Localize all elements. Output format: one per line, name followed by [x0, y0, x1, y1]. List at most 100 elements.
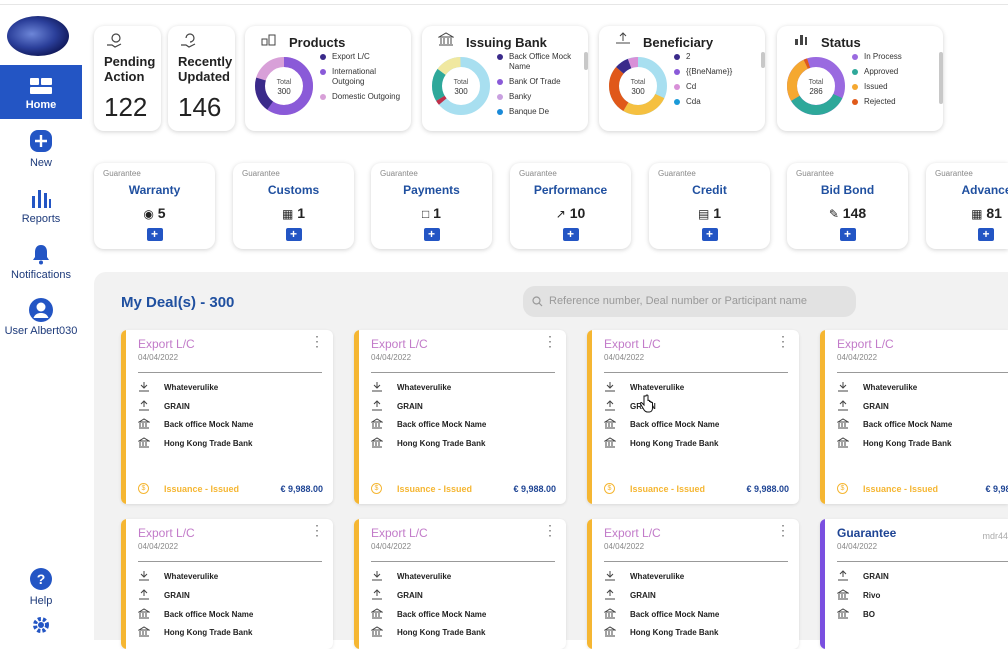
dashboard-icon: [30, 78, 52, 94]
pending-action-card[interactable]: Pending Action 122: [94, 26, 161, 131]
building-icon: ▦: [281, 207, 294, 221]
guarantee-count: □ 1: [422, 205, 441, 221]
sidebar-item-reports[interactable]: Reports: [0, 187, 82, 233]
download-icon: [838, 382, 848, 392]
sidebar-item-label: Reports: [21, 213, 61, 225]
deal-card[interactable]: Guarantee 04/04/2022 mdr44 GRAIN Rivo BO: [820, 519, 1008, 649]
legend-item[interactable]: Banky: [497, 92, 579, 102]
deal-goods: GRAIN: [397, 402, 423, 411]
legend-scrollbar[interactable]: [939, 52, 943, 104]
chart-title: Status: [821, 35, 861, 50]
deal-goods: GRAIN: [164, 402, 190, 411]
deal-card[interactable]: Export L/C 04/04/2022 ⋮ Whateverulike GR…: [354, 519, 566, 649]
sidebar-item-new[interactable]: New: [0, 129, 82, 175]
add-guarantee-button[interactable]: +: [423, 228, 440, 241]
sidebar-item-home[interactable]: Home: [0, 65, 82, 119]
status-coin-icon: $: [604, 483, 615, 494]
issuing-bank-chart-card[interactable]: Issuing Bank Total 300 Back Office Mock …: [422, 26, 588, 131]
legend-scrollbar[interactable]: [761, 52, 765, 68]
guarantee-card-advance[interactable]: Guarantee Advance ▦ 81 +: [926, 163, 1008, 249]
more-options-icon[interactable]: ⋮: [776, 522, 790, 538]
deal-card[interactable]: Export L/C 04/04/2022 ⋮ Whateverulike GR…: [121, 519, 333, 649]
upload-icon: [605, 400, 615, 411]
legend-item[interactable]: Domestic Outgoing: [320, 92, 406, 102]
legend-item[interactable]: Approved: [852, 67, 934, 77]
guarantee-card-credit[interactable]: Guarantee Credit ▤ 1 +: [649, 163, 770, 249]
deal-status: Issuance - Issued: [164, 484, 240, 494]
beneficiary-chart-card[interactable]: Beneficiary Total 300 2 {{BneName}} Cd C…: [599, 26, 765, 131]
bank-icon: [371, 437, 383, 448]
legend-item[interactable]: Banque De: [497, 107, 579, 117]
guarantee-card-customs[interactable]: Guarantee Customs ▦ 1 +: [233, 163, 354, 249]
add-guarantee-button[interactable]: +: [978, 228, 994, 241]
more-options-icon[interactable]: ⋮: [543, 522, 557, 538]
legend-item[interactable]: Issued: [852, 82, 934, 92]
legend-item[interactable]: International Outgoing: [320, 67, 406, 87]
donut-total-value: 300: [277, 87, 291, 96]
products-chart-card[interactable]: Products Total 300 Export L/C Internatio…: [245, 26, 411, 131]
book-open-icon: ✎: [828, 207, 839, 221]
more-options-icon[interactable]: ⋮: [310, 333, 324, 349]
bank-icon: [138, 608, 150, 619]
sidebar-item-label: Help: [29, 595, 53, 607]
deal-card[interactable]: Export L/C 04/04/2022 ⋮ Whateverulike GR…: [587, 519, 799, 649]
legend-item[interactable]: Export L/C: [320, 52, 406, 62]
search-placeholder: Reference number, Deal number or Partici…: [549, 295, 808, 307]
bank-icon: [604, 418, 616, 429]
deal-amount: € 9,988.00: [746, 484, 789, 494]
deal-applicant: Whateverulike: [164, 383, 219, 392]
more-options-icon[interactable]: ⋮: [310, 522, 324, 538]
legend-item[interactable]: 2: [674, 52, 756, 62]
sidebar-item-help[interactable]: ? Help: [0, 567, 82, 609]
download-icon: [372, 382, 382, 392]
legend-item[interactable]: {{BneName}}: [674, 67, 756, 77]
deal-issuing-bank: Back office Mock Name: [630, 420, 720, 429]
award-icon: ◉: [143, 207, 154, 221]
sidebar-item-user[interactable]: User Albert030: [0, 297, 82, 343]
legend-scrollbar[interactable]: [584, 52, 588, 70]
deal-card[interactable]: Export L/C 04/04/2022 ⋮ Whateverulike GR…: [587, 330, 799, 504]
download-icon: [372, 571, 382, 581]
donut-total-label: Total: [631, 79, 646, 86]
deal-search-input[interactable]: Reference number, Deal number or Partici…: [523, 286, 856, 317]
guarantee-card-performance[interactable]: Guarantee Performance ↗ 10 +: [510, 163, 631, 249]
legend-item[interactable]: Cd: [674, 82, 756, 92]
status-chart-card[interactable]: Status Total 286 In Process Approved Iss…: [777, 26, 943, 131]
more-options-icon[interactable]: ⋮: [776, 333, 790, 349]
deal-issuing-bank: Back office Mock Name: [164, 610, 254, 619]
deal-amount: € 9,988.00: [513, 484, 556, 494]
deal-card[interactable]: Export L/C 04/04/2022 ⋮ Whateverulike GR…: [121, 330, 333, 504]
upload-icon: [372, 589, 382, 600]
legend-item[interactable]: In Process: [852, 52, 934, 62]
deal-type: Export L/C: [604, 526, 661, 540]
chart-legend: Export L/C International Outgoing Domest…: [320, 52, 406, 107]
deal-issuing-bank: Back office Mock Name: [164, 420, 254, 429]
add-guarantee-button[interactable]: +: [285, 228, 302, 241]
add-guarantee-button[interactable]: +: [701, 228, 718, 241]
guarantee-card-payments[interactable]: Guarantee Payments □ 1 +: [371, 163, 492, 249]
sidebar-item-settings[interactable]: [0, 615, 82, 637]
status-coin-icon: $: [371, 483, 382, 494]
add-guarantee-button[interactable]: +: [146, 228, 163, 241]
legend-item[interactable]: Rejected: [852, 97, 934, 107]
bank-icon: [837, 608, 849, 619]
legend-item[interactable]: Cda: [674, 97, 756, 107]
top-divider: [0, 4, 1008, 5]
add-guarantee-button[interactable]: +: [562, 228, 579, 241]
more-options-icon[interactable]: ⋮: [543, 333, 557, 349]
guarantee-title: Performance: [533, 183, 608, 197]
status-coin-icon: $: [138, 483, 149, 494]
deal-card[interactable]: Export L/C 04/04/2022 ⋮ Whateverulike GR…: [820, 330, 1008, 504]
recently-updated-card[interactable]: Recently Updated 146: [168, 26, 235, 131]
donut-total-label: Total: [454, 79, 469, 86]
deal-reference: mdr44: [982, 531, 1008, 541]
sidebar-item-notifications[interactable]: Notifications: [0, 243, 82, 289]
add-guarantee-button[interactable]: +: [839, 228, 856, 241]
svg-text:?: ?: [37, 571, 46, 587]
deal-card[interactable]: Export L/C 04/04/2022 ⋮ Whateverulike GR…: [354, 330, 566, 504]
legend-item[interactable]: Back Office Mock Name: [497, 52, 579, 72]
deal-issuing-bank: Back office Mock Name: [397, 610, 487, 619]
guarantee-card-bid-bond[interactable]: Guarantee Bid Bond ✎ 148 +: [787, 163, 908, 249]
guarantee-card-warranty[interactable]: Guarantee Warranty ◉ 5 +: [94, 163, 215, 249]
legend-item[interactable]: Bank Of Trade: [497, 77, 579, 87]
